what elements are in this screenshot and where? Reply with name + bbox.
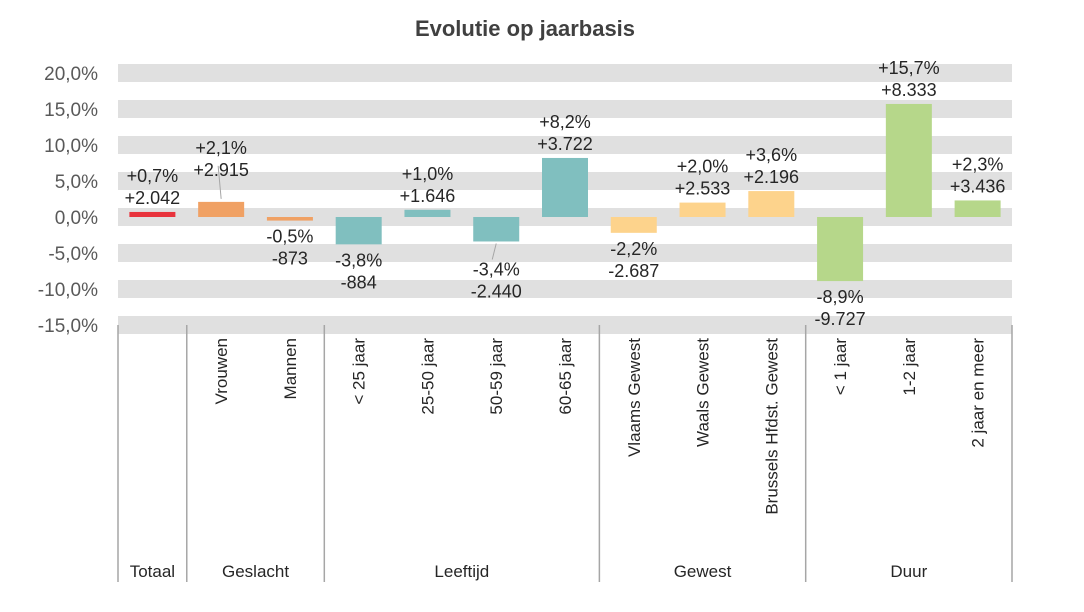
data-label-count: +8.333 xyxy=(881,80,937,100)
category-label: < 25 jaar xyxy=(350,338,369,405)
data-label-count: +3.436 xyxy=(950,176,1006,196)
data-label-percent: -2,2% xyxy=(610,239,657,259)
grid-band xyxy=(118,100,1012,118)
leader-line xyxy=(217,165,222,199)
data-label-count: +2.042 xyxy=(125,188,181,208)
bar xyxy=(885,103,932,217)
grid-band xyxy=(118,64,1012,82)
grid-band xyxy=(118,136,1012,154)
data-label-percent: -8,9% xyxy=(817,287,864,307)
bar xyxy=(748,191,795,217)
bar xyxy=(335,217,382,245)
data-label-count: +2.533 xyxy=(675,179,731,199)
category-label: 50-59 jaar xyxy=(487,338,506,415)
data-label-count: +3.722 xyxy=(537,134,593,154)
group-label: Duur xyxy=(890,562,927,581)
category-label: 2 jaar en meer xyxy=(969,338,988,448)
data-label-percent: -0,5% xyxy=(266,227,313,247)
category-label: Waals Gewest xyxy=(694,338,713,447)
category-label: 60-65 jaar xyxy=(556,338,575,415)
data-label-count: -2.687 xyxy=(608,261,659,281)
data-label-percent: -3,4% xyxy=(473,259,520,279)
group-label: Leeftijd xyxy=(434,562,489,581)
data-label-count: -873 xyxy=(272,249,308,269)
category-label: 25-50 jaar xyxy=(418,338,437,415)
data-label-percent: +0,7% xyxy=(127,166,179,186)
data-label-percent: +3,6% xyxy=(746,145,798,165)
bar xyxy=(542,157,588,217)
y-tick-label: 15,0% xyxy=(44,100,98,121)
bar xyxy=(129,211,176,217)
y-tick-label: 10,0% xyxy=(44,136,98,157)
data-label-count: +1.646 xyxy=(400,186,456,206)
grid-band xyxy=(118,316,1012,334)
leader-line xyxy=(491,243,497,260)
data-label-percent: +2,3% xyxy=(952,154,1004,174)
data-label-percent: +8,2% xyxy=(539,112,591,132)
grid-band xyxy=(118,280,1012,298)
category-label: Mannen xyxy=(281,338,300,399)
group-label: Gewest xyxy=(674,562,732,581)
grid-band xyxy=(118,244,1012,262)
category-label: Vrouwen xyxy=(212,338,231,404)
y-tick-label: 0,0% xyxy=(55,208,98,229)
bar xyxy=(473,217,520,242)
bar xyxy=(954,200,1001,217)
data-label-percent: +1,0% xyxy=(402,164,454,184)
y-tick-label: -10,0% xyxy=(38,280,98,301)
y-tick-label: 5,0% xyxy=(55,172,98,193)
bar xyxy=(817,217,864,282)
data-label-percent: +15,7% xyxy=(878,58,940,78)
y-tick-label: -15,0% xyxy=(38,316,98,337)
category-label: 1-2 jaar xyxy=(900,338,919,396)
bar xyxy=(679,202,726,217)
bar xyxy=(610,217,657,233)
bar xyxy=(404,209,451,217)
y-tick-label: -5,0% xyxy=(48,244,98,265)
chart-title: Evolutie op jaarbasis xyxy=(415,16,635,41)
data-label-count: -9.727 xyxy=(815,309,866,329)
category-label: < 1 jaar xyxy=(831,338,850,396)
group-label: Geslacht xyxy=(222,562,289,581)
data-label-count: +2.196 xyxy=(744,167,800,187)
data-label-percent: +2,0% xyxy=(677,157,729,177)
bar xyxy=(198,201,245,217)
bar xyxy=(266,217,313,221)
category-label: Brussels Hfdst. Gewest xyxy=(762,338,781,515)
group-label: Totaal xyxy=(130,562,175,581)
data-label-count: -884 xyxy=(341,272,377,292)
category-label: Vlaams Gewest xyxy=(625,338,644,457)
data-label-count: +2.915 xyxy=(193,160,249,180)
data-label-count: -2.440 xyxy=(471,281,522,301)
y-tick-label: 20,0% xyxy=(44,64,98,85)
data-label-percent: -3,8% xyxy=(335,250,382,270)
data-label-percent: +2,1% xyxy=(195,138,247,158)
